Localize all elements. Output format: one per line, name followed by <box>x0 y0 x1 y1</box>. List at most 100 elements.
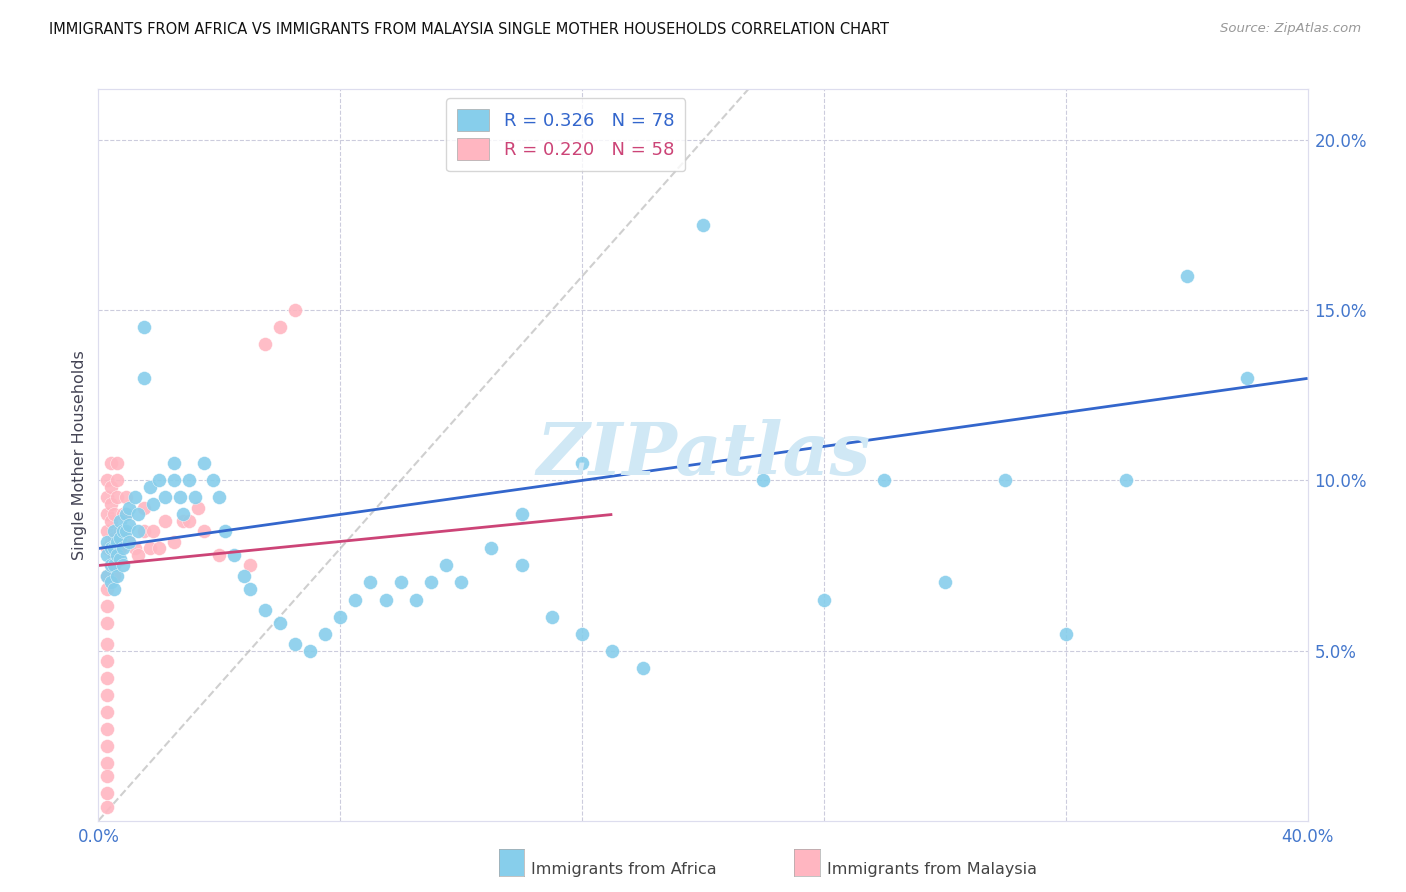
Point <box>96 671 118 685</box>
Point <box>153 491 176 505</box>
Point <box>96 491 118 505</box>
Point <box>100 497 122 511</box>
Point <box>103 549 125 563</box>
Point <box>214 524 236 539</box>
Point <box>96 541 118 556</box>
Point <box>934 575 956 590</box>
Legend: R = 0.326   N = 78, R = 0.220   N = 58: R = 0.326 N = 78, R = 0.220 N = 58 <box>446 98 685 171</box>
Point <box>239 558 262 573</box>
Point <box>692 219 714 233</box>
Point <box>111 524 134 539</box>
Point <box>100 457 122 471</box>
Point <box>96 705 118 719</box>
Point <box>389 575 412 590</box>
Point <box>96 474 118 488</box>
Point <box>108 551 131 566</box>
Point <box>481 541 503 556</box>
Point <box>153 514 176 528</box>
Point <box>96 739 118 753</box>
Point <box>100 558 122 573</box>
Point <box>163 457 186 471</box>
Point <box>344 592 367 607</box>
Point <box>172 508 194 522</box>
Text: ZIPatlas: ZIPatlas <box>536 419 870 491</box>
Point <box>105 457 128 471</box>
Point <box>329 609 352 624</box>
Point <box>510 508 533 522</box>
Point <box>184 491 207 505</box>
Point <box>994 474 1017 488</box>
Point <box>105 474 128 488</box>
Point <box>103 531 125 545</box>
Point <box>127 524 149 539</box>
Point <box>1115 474 1137 488</box>
Point <box>187 500 209 515</box>
Point <box>142 497 165 511</box>
Point <box>96 524 118 539</box>
Point <box>132 500 155 515</box>
Point <box>127 508 149 522</box>
Point <box>1175 269 1198 284</box>
Point <box>96 534 118 549</box>
Point <box>374 592 396 607</box>
Point <box>105 491 128 505</box>
Point <box>314 626 336 640</box>
Point <box>114 524 136 539</box>
Y-axis label: Single Mother Households: Single Mother Households <box>72 350 87 560</box>
Point <box>420 575 443 590</box>
Point <box>208 549 231 563</box>
Point <box>510 558 533 573</box>
Point <box>1236 371 1258 385</box>
Point <box>179 514 201 528</box>
Point <box>172 514 194 528</box>
Point <box>434 558 457 573</box>
Point <box>111 558 134 573</box>
Point <box>571 626 593 640</box>
Point <box>96 786 118 800</box>
Point <box>132 320 155 334</box>
Point <box>163 534 186 549</box>
Point <box>103 524 125 539</box>
Point <box>100 541 122 556</box>
Point <box>100 575 122 590</box>
Point <box>360 575 382 590</box>
Point <box>114 491 136 505</box>
Point <box>108 531 131 545</box>
Point <box>124 491 146 505</box>
Point <box>232 568 254 582</box>
Point <box>103 541 125 556</box>
Point <box>108 514 131 528</box>
Point <box>284 303 307 318</box>
Point <box>96 688 118 702</box>
Point <box>96 568 118 582</box>
Point <box>118 534 141 549</box>
Point <box>100 514 122 528</box>
Text: Immigrants from Malaysia: Immigrants from Malaysia <box>827 863 1036 877</box>
Point <box>124 541 146 556</box>
Point <box>139 541 162 556</box>
Point <box>96 756 118 770</box>
Point <box>105 568 128 582</box>
Point <box>193 524 215 539</box>
Point <box>100 534 122 549</box>
Point <box>100 480 122 494</box>
Point <box>169 491 191 505</box>
Point <box>127 549 149 563</box>
Text: Immigrants from Africa: Immigrants from Africa <box>531 863 717 877</box>
Point <box>163 474 186 488</box>
Point <box>269 616 291 631</box>
Point <box>139 480 162 494</box>
Point <box>114 508 136 522</box>
Point <box>118 517 141 532</box>
Point <box>142 524 165 539</box>
Point <box>224 549 246 563</box>
Point <box>96 722 118 736</box>
Point <box>100 558 122 573</box>
Point <box>239 582 262 597</box>
Point <box>202 474 225 488</box>
Point <box>96 549 118 563</box>
Point <box>148 541 170 556</box>
Point <box>96 769 118 783</box>
Point <box>103 568 125 582</box>
Point <box>208 491 231 505</box>
